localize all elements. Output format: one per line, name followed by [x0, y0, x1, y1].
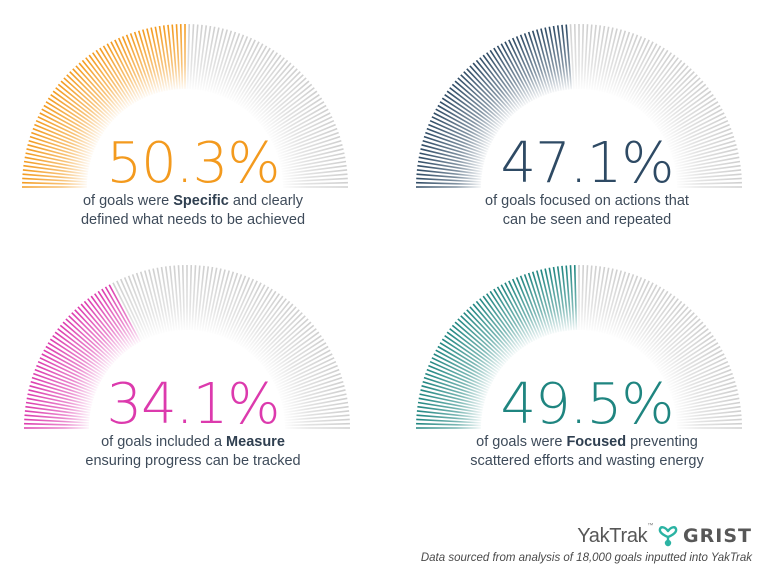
gauge-arc [416, 24, 742, 188]
caption-keyword: Measure [226, 434, 285, 450]
gauge-caption: of goals included a Measure ensuring pro… [1, 433, 385, 471]
gauge-repeatable-actions: 47.1% of goals focused on actions that c… [385, 0, 768, 260]
caption-line-2: defined what needs to be achieved [80, 212, 306, 228]
gauge-measure: 34.1% of goals included a Measure ensuri… [1, 250, 385, 510]
trademark-mark: ™ [647, 522, 654, 529]
caption-text: preventing [626, 434, 698, 450]
caption-text: of goals focused on actions that [485, 193, 689, 209]
gauge-focused: 49.5% of goals were Focused preventing s… [385, 250, 768, 510]
caption-text: of goals included a [101, 434, 227, 450]
gauge-arc [416, 265, 742, 429]
caption-text: of goals were [476, 434, 567, 450]
caption-text: and clearly [228, 193, 304, 209]
logo-yaktrak-text: YakTrak™ [577, 522, 654, 547]
gauge-value: 47.1% [500, 131, 675, 196]
caption-line-2: can be seen and repeated [502, 212, 672, 228]
gauge-value: 49.5% [500, 372, 675, 437]
gauge-arc [22, 24, 348, 188]
gauge-caption: of goals focused on actions that can be … [395, 192, 768, 230]
gauge-caption: of goals were Focused preventing scatter… [395, 433, 768, 471]
yaktrak-heart-y-icon [657, 525, 679, 547]
gauge-value: 34.1% [106, 372, 281, 437]
caption-keyword: Focused [566, 434, 627, 450]
gauge-arc [24, 265, 350, 429]
caption-line-2: ensuring progress can be tracked [85, 453, 301, 469]
caption-line-2: scattered efforts and wasting energy [470, 453, 704, 469]
gauge-caption: of goals were Specific and clearly defin… [1, 192, 385, 230]
data-source-note: Data sourced from analysis of 18,000 goa… [420, 552, 752, 564]
logo-grist-text: GRIST [683, 525, 752, 547]
brand-logo: YakTrak™ GRIST [577, 522, 752, 548]
gauge-specific: 50.3% of goals were Specific and clearly… [1, 0, 385, 260]
gauge-value: 50.3% [106, 131, 281, 196]
caption-text: of goals were [82, 193, 174, 209]
caption-keyword: Specific [173, 193, 229, 209]
